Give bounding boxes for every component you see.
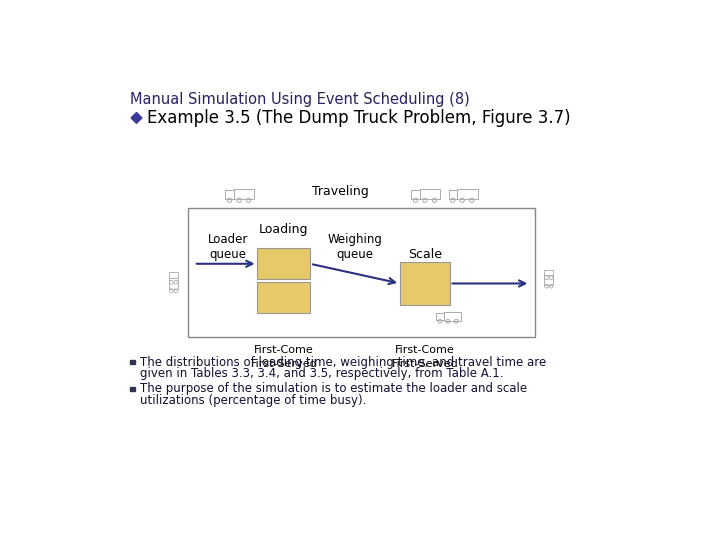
Bar [411, 190, 420, 199]
Bar [234, 190, 254, 199]
Bar [169, 279, 179, 289]
Bar [188, 208, 535, 338]
Bar [544, 275, 554, 285]
Text: Loader
queue: Loader queue [208, 233, 248, 261]
Bar [169, 272, 179, 279]
Bar [400, 262, 449, 305]
Text: Manual Simulation Using Event Scheduling (8): Manual Simulation Using Event Scheduling… [130, 92, 470, 107]
Bar [130, 387, 135, 392]
Text: First-Come
First-Served: First-Come First-Served [392, 345, 458, 369]
Text: Loading: Loading [259, 223, 308, 236]
Bar [420, 190, 441, 199]
Text: Weighing
queue: Weighing queue [328, 233, 382, 261]
Bar [457, 190, 477, 199]
Text: Traveling: Traveling [312, 185, 369, 198]
Bar [130, 360, 135, 365]
Bar [544, 270, 554, 275]
Text: Scale: Scale [408, 248, 442, 261]
Text: The purpose of the simulation is to estimate the loader and scale: The purpose of the simulation is to esti… [140, 382, 527, 395]
Bar [449, 190, 457, 199]
Text: Example 3.5 (The Dump Truck Problem, Figure 3.7): Example 3.5 (The Dump Truck Problem, Fig… [148, 109, 571, 127]
Text: given in Tables 3.3, 3.4, and 3.5, respectively, from Table A.1.: given in Tables 3.3, 3.4, and 3.5, respe… [140, 367, 503, 380]
Text: The distributions of loading time, weighing time, and travel time are: The distributions of loading time, weigh… [140, 355, 546, 368]
Bar [258, 248, 310, 279]
Bar [258, 282, 310, 313]
Text: First-Come
First-Served: First-Come First-Served [251, 345, 317, 369]
Bar [436, 313, 444, 320]
Text: utilizations (percentage of time busy).: utilizations (percentage of time busy). [140, 394, 366, 407]
Polygon shape [131, 112, 142, 123]
Bar [225, 190, 234, 199]
Bar [444, 312, 462, 321]
